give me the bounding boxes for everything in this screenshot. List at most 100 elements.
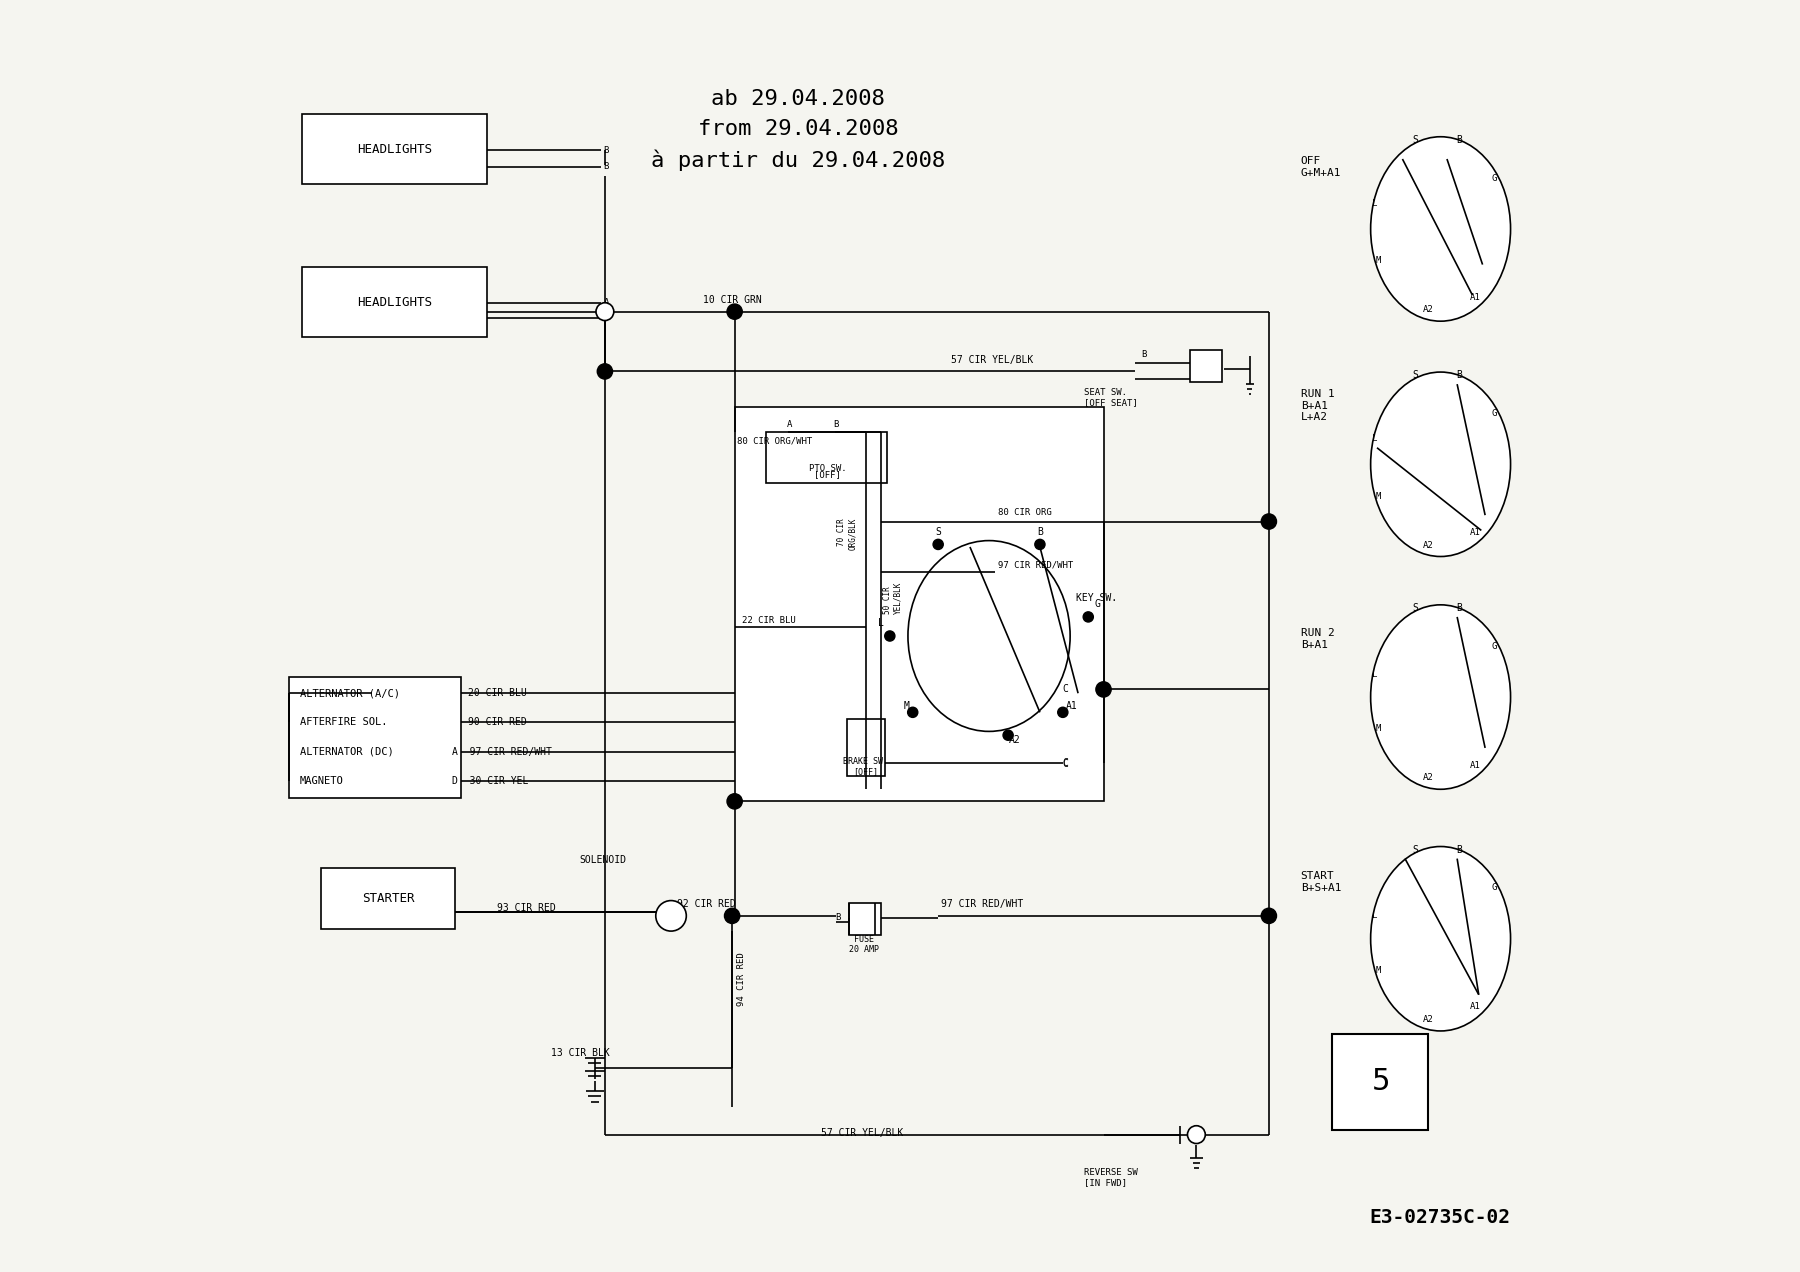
Text: A1: A1 [1469, 293, 1480, 301]
Text: A2: A2 [1422, 541, 1433, 550]
Text: 90 CIR RED: 90 CIR RED [468, 717, 526, 728]
Text: B: B [835, 912, 841, 922]
Circle shape [886, 631, 895, 641]
Text: HEADLIGHTS: HEADLIGHTS [356, 295, 432, 309]
Text: S: S [1413, 603, 1418, 613]
Ellipse shape [1370, 605, 1510, 789]
Ellipse shape [907, 541, 1071, 731]
Text: A: A [603, 313, 608, 323]
Text: KEY SW.: KEY SW. [1076, 593, 1116, 603]
Text: ab 29.04.2008
from 29.04.2008
à partir du 29.04.2008: ab 29.04.2008 from 29.04.2008 à partir d… [652, 89, 945, 170]
Text: SEAT SW.
[OFF SEAT]: SEAT SW. [OFF SEAT] [1084, 388, 1138, 407]
Circle shape [1262, 514, 1276, 529]
Text: B: B [1456, 603, 1463, 613]
Ellipse shape [1370, 847, 1510, 1030]
Text: RUN 1
B+A1
L+A2: RUN 1 B+A1 L+A2 [1301, 389, 1334, 422]
Text: A2: A2 [1422, 305, 1433, 314]
Text: MAGNETO: MAGNETO [299, 776, 344, 786]
Text: A: A [787, 420, 792, 429]
Text: RUN 2
B+A1: RUN 2 B+A1 [1301, 628, 1334, 650]
Bar [320, 868, 455, 929]
Circle shape [1084, 612, 1093, 622]
Circle shape [1058, 707, 1067, 717]
Text: 57 CIR YEL/BLK: 57 CIR YEL/BLK [950, 355, 1033, 365]
Bar [1190, 350, 1222, 382]
Text: G: G [1094, 599, 1100, 609]
Text: START
B+S+A1: START B+S+A1 [1301, 871, 1341, 893]
Text: L: L [1372, 434, 1377, 444]
Text: M: M [1375, 491, 1381, 501]
Circle shape [727, 794, 742, 809]
Text: B: B [1456, 370, 1463, 380]
Circle shape [598, 364, 612, 379]
Text: G: G [1492, 173, 1498, 183]
Text: L: L [1372, 198, 1377, 209]
Circle shape [932, 539, 943, 550]
Text: 13 CIR BLK: 13 CIR BLK [551, 1048, 610, 1058]
Text: 22 CIR BLU: 22 CIR BLU [742, 616, 796, 626]
Circle shape [596, 303, 614, 321]
Text: A  97 CIR RED/WHT: A 97 CIR RED/WHT [452, 747, 553, 757]
Text: A1: A1 [1469, 761, 1480, 770]
Bar [290, 677, 461, 798]
Text: G: G [1492, 883, 1498, 893]
Bar [846, 719, 886, 776]
Text: A1: A1 [1469, 528, 1480, 537]
Bar [767, 432, 887, 483]
Text: A2: A2 [1422, 773, 1433, 782]
Ellipse shape [1370, 136, 1510, 322]
Text: 80 CIR ORG/WHT: 80 CIR ORG/WHT [738, 436, 812, 445]
Text: M: M [904, 701, 909, 711]
Text: G: G [1492, 641, 1498, 651]
Text: 92 CIR RED: 92 CIR RED [677, 899, 736, 909]
Text: A1: A1 [1066, 701, 1078, 711]
Circle shape [1003, 730, 1013, 740]
Circle shape [907, 707, 918, 717]
Text: STARTER: STARTER [362, 892, 414, 904]
Text: E3-02735C-02: E3-02735C-02 [1370, 1208, 1510, 1227]
Text: PTO SW.: PTO SW. [808, 464, 846, 473]
Text: M: M [1375, 965, 1381, 976]
Text: REVERSE SW
[IN FWD]: REVERSE SW [IN FWD] [1084, 1168, 1138, 1187]
Text: A: A [603, 298, 608, 308]
Circle shape [1262, 908, 1276, 923]
Text: A1: A1 [1469, 1002, 1480, 1011]
Text: AFTERFIRE SOL.: AFTERFIRE SOL. [299, 717, 387, 728]
Circle shape [655, 901, 686, 931]
Text: 5: 5 [1372, 1067, 1390, 1095]
Circle shape [1096, 682, 1111, 697]
Text: B: B [833, 420, 839, 429]
Bar [850, 903, 880, 935]
Circle shape [724, 908, 740, 923]
Bar [1332, 1034, 1427, 1130]
Text: S: S [936, 527, 941, 537]
Text: B: B [1456, 845, 1463, 855]
Text: B: B [1456, 135, 1463, 145]
Bar [734, 407, 1103, 801]
Text: 97 CIR RED/WHT: 97 CIR RED/WHT [997, 560, 1073, 570]
Text: L: L [1372, 669, 1377, 679]
Text: 10 CIR GRN: 10 CIR GRN [702, 295, 761, 305]
Text: 70 CIR
ORG/BLK: 70 CIR ORG/BLK [837, 518, 857, 551]
Text: FUSE
20 AMP: FUSE 20 AMP [850, 935, 880, 954]
Ellipse shape [1370, 371, 1510, 557]
Text: S: S [1413, 135, 1418, 145]
Text: S: S [1413, 370, 1418, 380]
Text: ALTERNATOR (DC): ALTERNATOR (DC) [299, 747, 394, 757]
Text: A2: A2 [1008, 735, 1021, 745]
Text: G: G [1492, 408, 1498, 418]
Text: 57 CIR YEL/BLK: 57 CIR YEL/BLK [821, 1128, 904, 1138]
Text: C: C [1062, 684, 1069, 695]
Text: BRAKE SW.
[OFF]: BRAKE SW. [OFF] [842, 757, 887, 776]
Text: L: L [878, 618, 884, 628]
Circle shape [727, 304, 742, 319]
Circle shape [1035, 539, 1046, 550]
Text: 94 CIR RED: 94 CIR RED [738, 953, 747, 1006]
Circle shape [1188, 1126, 1206, 1144]
Text: M: M [1375, 724, 1381, 734]
Text: B: B [603, 145, 608, 155]
Text: A2: A2 [1422, 1015, 1433, 1024]
Text: 93 CIR RED: 93 CIR RED [497, 903, 556, 913]
Text: M: M [1375, 256, 1381, 266]
Text: S: S [1413, 845, 1418, 855]
